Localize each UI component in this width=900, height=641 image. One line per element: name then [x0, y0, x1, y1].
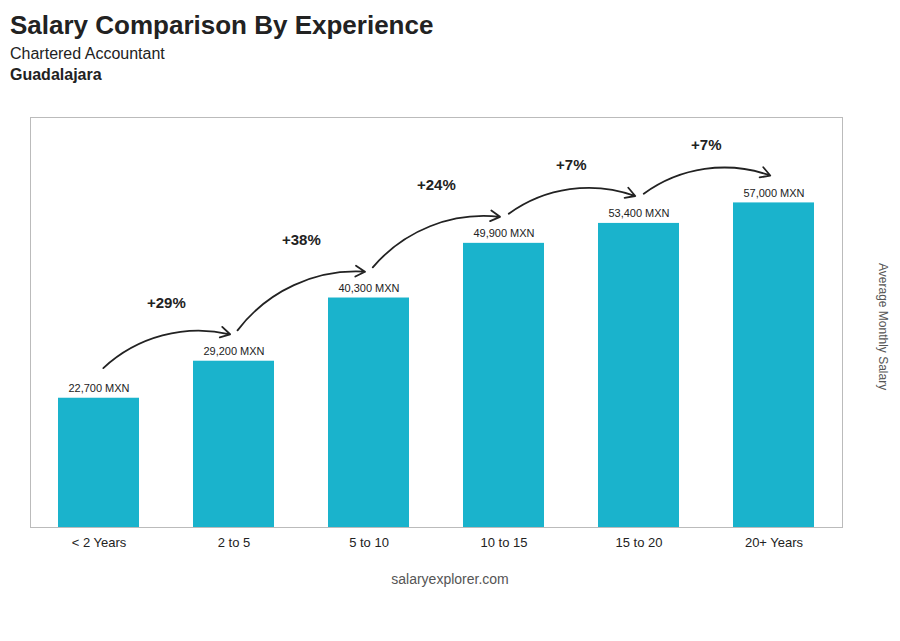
svg-text:15 to 20: 15 to 20 [616, 535, 663, 550]
svg-text:29,200 MXN: 29,200 MXN [203, 345, 264, 357]
html-text:salaryexplorer.com: salaryexplorer.com [391, 571, 509, 587]
html-text:Chartered Accountant: Chartered Accountant [10, 45, 165, 62]
svg-text:57,000 MXN: 57,000 MXN [743, 187, 804, 199]
svg-text:< 2 Years: < 2 Years [72, 535, 127, 550]
svg-text:+29%: +29% [147, 294, 186, 311]
html-text:Guadalajara: Guadalajara [10, 66, 102, 83]
svg-text:22,700 MXN: 22,700 MXN [68, 382, 129, 394]
svg-text:5 to 10: 5 to 10 [349, 535, 389, 550]
svg-text:20+ Years: 20+ Years [745, 535, 804, 550]
svg-text:+7%: +7% [556, 156, 586, 173]
html-text:Salary Comparison By Experienc: Salary Comparison By Experience [10, 10, 434, 40]
svg-text:+24%: +24% [417, 176, 456, 193]
svg-text:10 to 15: 10 to 15 [481, 535, 528, 550]
svg-text:+7%: +7% [691, 136, 721, 153]
svg-text:40,300 MXN: 40,300 MXN [338, 282, 399, 294]
svg-text:49,900 MXN: 49,900 MXN [473, 227, 534, 239]
svg-text:2 to 5: 2 to 5 [218, 535, 251, 550]
html-text:Average Monthly Salary: Average Monthly Salary [876, 263, 890, 391]
svg-text:53,400 MXN: 53,400 MXN [608, 207, 669, 219]
svg-text:+38%: +38% [282, 231, 321, 248]
